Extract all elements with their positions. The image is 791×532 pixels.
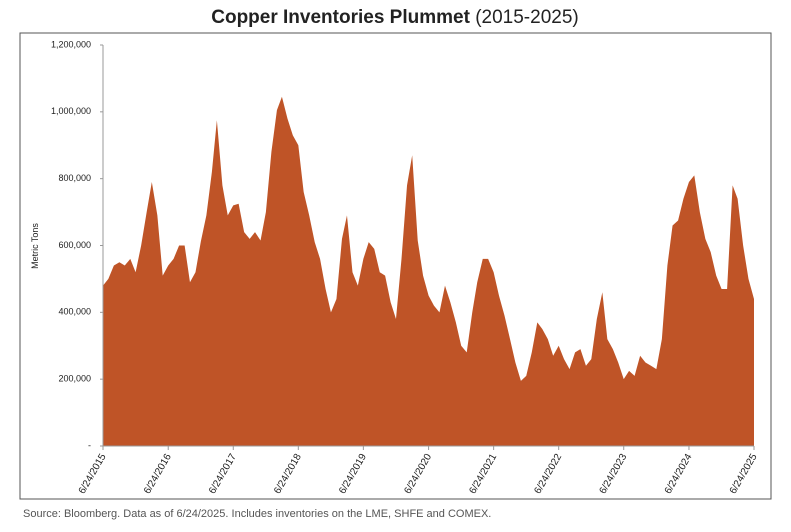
x-tick-label: 6/24/2018 bbox=[272, 452, 304, 496]
y-tick-label: 1,200,000 bbox=[51, 39, 91, 49]
x-tick-label: 6/24/2023 bbox=[598, 452, 630, 496]
chart-title: Copper Inventories Plummet bbox=[211, 7, 470, 28]
x-tick-label: 6/24/2017 bbox=[207, 452, 239, 496]
x-tick-label: 6/24/2022 bbox=[533, 452, 565, 496]
x-tick-label: 6/24/2016 bbox=[142, 452, 174, 496]
title-line: Copper Inventories Plummet (2015-2025) bbox=[211, 7, 578, 28]
y-tick-label: 400,000 bbox=[58, 307, 91, 317]
y-tick-label: - bbox=[88, 440, 91, 450]
x-tick-label: 6/24/2019 bbox=[337, 452, 369, 496]
y-tick-label: 600,000 bbox=[58, 240, 91, 250]
chart-frame bbox=[19, 32, 772, 500]
area bbox=[103, 96, 754, 446]
x-tick-label: 6/24/2015 bbox=[77, 452, 109, 496]
source-note: Source: Bloomberg. Data as of 6/24/2025.… bbox=[23, 508, 491, 520]
x-tick-label: 6/24/2024 bbox=[663, 452, 695, 496]
x-tick-label: 6/24/2020 bbox=[402, 452, 434, 496]
x-tick-label: 6/24/2021 bbox=[467, 452, 499, 496]
x-tick-label: 6/24/2025 bbox=[728, 452, 760, 496]
y-axis-label: Metric Tons bbox=[30, 223, 40, 269]
y-tick-label: 200,000 bbox=[58, 374, 91, 384]
chart-subtitle: (2015-2025) bbox=[475, 7, 579, 28]
y-tick-label: 1,000,000 bbox=[51, 106, 91, 116]
y-tick-label: 800,000 bbox=[58, 173, 91, 183]
